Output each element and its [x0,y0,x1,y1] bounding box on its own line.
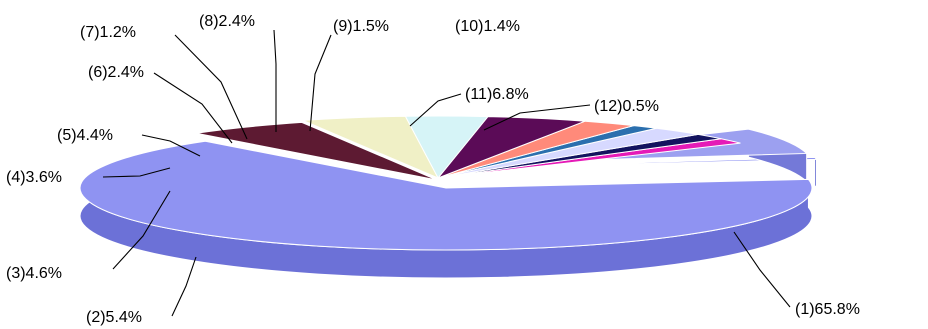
slice-label-8: (8)2.4% [199,13,255,30]
slice-label-3: (3)4.6% [6,265,62,282]
pie-slices [79,115,818,279]
leader-line-12 [483,104,591,131]
slice-label-1: (1)65.8% [795,301,860,318]
leader-line-8 [273,29,277,132]
slice-12-side [814,156,817,189]
slice-label-4: (4)3.6% [6,169,62,186]
leader-line-4 [102,167,171,178]
slice-label-5: (5)4.4% [57,127,113,144]
leader-line-3 [112,190,171,270]
slice-3 [302,115,440,180]
slice-label-2: (2)5.4% [86,309,142,326]
slice-label-10: (10)1.4% [455,18,520,35]
slice-2-top [196,121,438,181]
slice-1 [79,140,813,279]
slice-label-9: (9)1.5% [333,18,389,35]
slice-label-7: (7)1.2% [80,24,136,41]
leader-line-9 [309,34,332,132]
slice-1-top [79,140,813,251]
leader-line-2 [171,256,197,317]
leader-line-6 [153,72,233,144]
slice-label-6: (6)2.4% [88,64,144,81]
slice-label-12: (12)0.5% [594,98,659,115]
slice-2 [196,121,438,181]
leader-line-7 [174,34,248,140]
leader-line-11 [409,93,462,127]
slice-labels: (1)65.8% (2)5.4% (3)4.6% (4)3.6% (5)4.4% (6)2… [6,13,860,326]
slice-3-top [302,115,440,180]
label-leaders [102,29,791,317]
leader-line-1 [733,231,791,308]
leader-line-5 [141,134,201,157]
slice-label-11: (11)6.8% [465,86,529,103]
